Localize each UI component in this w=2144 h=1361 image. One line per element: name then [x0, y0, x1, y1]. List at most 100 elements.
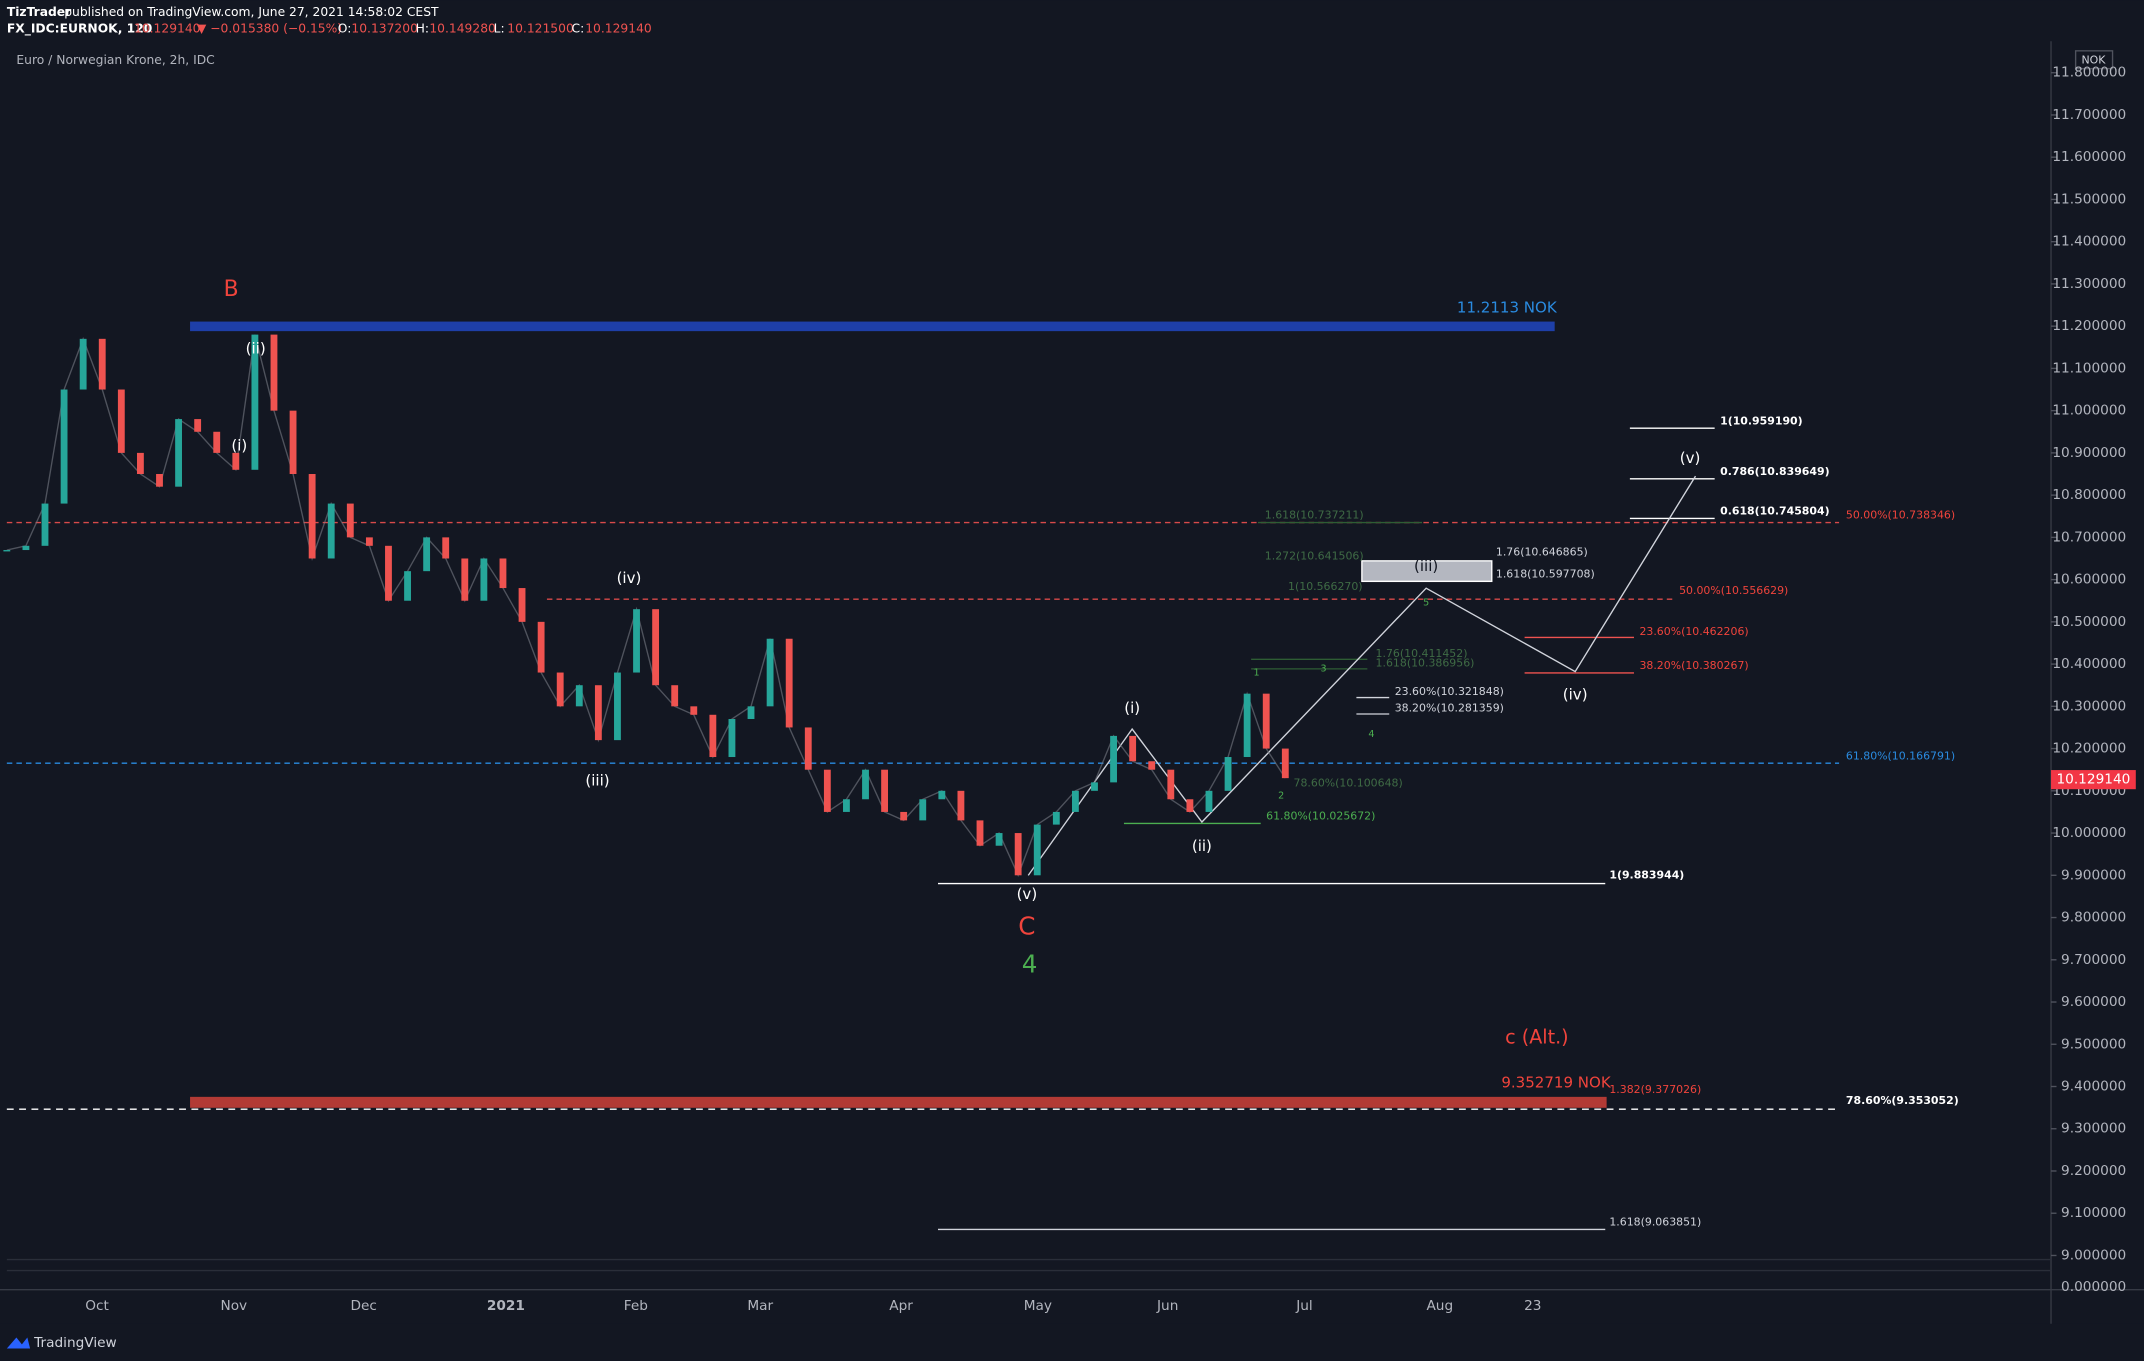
candle [289, 410, 297, 475]
target-box [1361, 560, 1493, 583]
candle [461, 558, 469, 601]
annotation: 23.60%(10.462206) [1639, 625, 1748, 638]
candle [442, 537, 450, 559]
candle [766, 638, 774, 707]
y-tick-label: 9.600000 [2061, 994, 2126, 1010]
y-tick-label: 9.300000 [2061, 1121, 2126, 1137]
annotation: 23.60%(10.321848) [1395, 685, 1504, 698]
currency-box [2074, 50, 2114, 70]
annotation: (v) [1680, 449, 1701, 467]
candle [957, 790, 965, 821]
x-axis: Oct Nov Dec 2021 Feb Mar Apr May Jun Jul Aug 23 [85, 1298, 1541, 1314]
candle [1224, 757, 1232, 791]
annotation: (iii) [585, 772, 609, 790]
x-tick-label: Jun [1156, 1298, 1178, 1314]
candle [633, 609, 640, 673]
candle [1091, 782, 1098, 791]
candle [747, 706, 755, 720]
x-tick-label: Mar [747, 1298, 773, 1314]
change: ▼ −0.015380 (−0.15%) [197, 21, 342, 35]
annotation: 38.20%(10.380267) [1639, 659, 1748, 672]
price-badge-bg [2051, 770, 2136, 790]
x-tick-label: Feb [624, 1298, 648, 1314]
annotation: 78.60%(10.100648) [1294, 777, 1403, 790]
annotation: 1.618(10.737211) [1265, 509, 1364, 522]
y-tick-label: 10.200000 [2052, 741, 2126, 757]
y-tick-label: 10.400000 [2052, 656, 2126, 672]
candle [327, 503, 335, 559]
y-tick-label: 11.300000 [2052, 276, 2126, 292]
candle [156, 474, 163, 487]
ohlc-label: L: [494, 21, 505, 35]
y-tick-label: 10.900000 [2052, 445, 2126, 461]
y-tick-label: 11.500000 [2052, 191, 2126, 207]
annotation: B [224, 277, 239, 302]
candle [976, 820, 984, 846]
y-tick-label: 9.200000 [2061, 1163, 2126, 1179]
ohlc-value: 10.121500 [507, 21, 574, 35]
candle [995, 833, 1003, 846]
annotation: 78.60%(9.353052) [1846, 1094, 1959, 1107]
annotation: 1 [1254, 667, 1260, 678]
candle [652, 609, 660, 686]
footer: TradingView [33, 1335, 117, 1351]
candle [594, 685, 602, 741]
annotation: 0.786(10.839649) [1720, 465, 1829, 478]
footer-bg [0, 1323, 2144, 1361]
candle [308, 474, 316, 559]
x-tick-label: Apr [889, 1298, 913, 1314]
annotation: c (Alt.) [1505, 1026, 1569, 1049]
chart-title: Euro / Norwegian Krone, 2h, IDC [16, 53, 214, 67]
annotation: 1(10.959190) [1720, 414, 1803, 427]
x-tick-label: 23 [1524, 1298, 1541, 1314]
annotation: 38.20%(10.281359) [1395, 702, 1504, 715]
candle [385, 545, 392, 601]
symbol: FX_IDC:EURNOK, 120 [7, 21, 153, 36]
y-tick-label: 11.700000 [2052, 107, 2126, 123]
y-tick-label: 9.500000 [2061, 1036, 2126, 1052]
candle [117, 389, 125, 453]
price-badge: 10.129140 [2056, 772, 2130, 788]
annotation: (v) [1017, 885, 1038, 903]
y-tick-label: 10.300000 [2052, 698, 2126, 714]
candle [881, 769, 889, 812]
annotation: 5 [1423, 598, 1429, 609]
candle [60, 389, 68, 504]
axis-break-label: 0.000000 [2061, 1279, 2126, 1295]
candle [1033, 824, 1041, 876]
annotation: 11.2113 NOK [1457, 298, 1558, 316]
support-zone [190, 1096, 1607, 1108]
annotation: (iii) [1414, 557, 1438, 575]
annotation: 1.618(10.597708) [1496, 568, 1595, 581]
annotation: (i) [1124, 699, 1140, 717]
annotation: 50.00%(10.556629) [1679, 584, 1788, 597]
annotation: 4 [1368, 729, 1374, 740]
candle [423, 537, 431, 572]
author: TizTrader [7, 5, 72, 19]
candle [136, 452, 144, 475]
candle [575, 685, 583, 707]
annotation: 2 [1278, 791, 1284, 802]
candle [346, 503, 354, 538]
candle [175, 419, 182, 487]
candle [614, 672, 621, 741]
x-tick-label: May [1024, 1298, 1052, 1314]
candle [1243, 693, 1251, 758]
candle [518, 588, 526, 622]
annotation: 1.382(9.377026) [1609, 1083, 1701, 1096]
y-tick-label: 10.700000 [2052, 529, 2126, 545]
x-tick-label: Aug [1426, 1298, 1453, 1314]
annotation: (ii) [1192, 837, 1212, 855]
candle [22, 545, 30, 551]
ohlc-label: C: [572, 21, 585, 35]
candle [709, 714, 717, 758]
annotation: 9.352719 NOK [1501, 1074, 1612, 1092]
y-tick-label: 11.800000 [2052, 65, 2126, 81]
y-tick-label: 10.000000 [2052, 825, 2126, 841]
candle [3, 550, 11, 552]
candle [41, 503, 49, 546]
candle [900, 811, 908, 821]
candle [862, 769, 869, 800]
